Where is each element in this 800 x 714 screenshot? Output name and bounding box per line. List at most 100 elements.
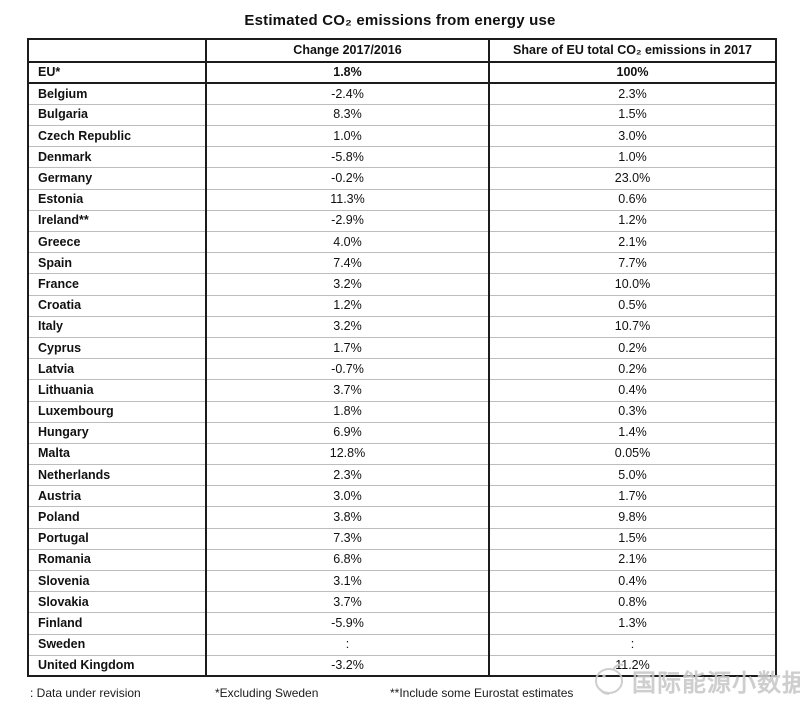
change-cell: 6.9% bbox=[205, 421, 489, 444]
table-row: Slovakia 3.7% 0.8% bbox=[28, 591, 776, 613]
country-cell: Germany bbox=[28, 167, 206, 190]
share-cell: 10.7% bbox=[488, 315, 776, 338]
table-row: Slovenia 3.1% 0.4% bbox=[28, 569, 776, 592]
share-cell: 0.2% bbox=[488, 336, 776, 359]
page-title: Estimated CO₂ emissions from energy use bbox=[244, 12, 556, 29]
change-cell: -0.7% bbox=[205, 358, 489, 380]
country-cell: Malta bbox=[28, 442, 206, 465]
share-cell: 7.7% bbox=[488, 252, 776, 274]
table-body: EU* 1.8% 100% Belgium -2.4% 2.3% Bulgari… bbox=[28, 62, 776, 677]
change-cell: 12.8% bbox=[205, 442, 489, 465]
share-cell: 9.8% bbox=[488, 506, 776, 529]
share-cell: 0.5% bbox=[488, 294, 776, 317]
share-cell: 100% bbox=[488, 62, 776, 85]
table-row: Netherlands 2.3% 5.0% bbox=[28, 464, 776, 486]
country-cell: Denmark bbox=[28, 146, 206, 168]
table-header: Change 2017/2016 Share of EU total CO₂ e… bbox=[28, 39, 776, 63]
country-cell: Belgium bbox=[28, 82, 206, 105]
share-cell: 1.5% bbox=[488, 103, 776, 126]
share-cell: 10.0% bbox=[488, 273, 776, 296]
share-cell: 0.3% bbox=[488, 400, 776, 423]
change-cell: : bbox=[205, 633, 489, 656]
share-cell: 1.3% bbox=[488, 612, 776, 635]
country-cell: EU* bbox=[28, 62, 206, 85]
table-row: Portugal 7.3% 1.5% bbox=[28, 527, 776, 550]
change-cell: -2.9% bbox=[205, 209, 489, 232]
header-share: Share of EU total CO₂ emissions in 2017 bbox=[488, 39, 776, 63]
change-cell: 1.2% bbox=[205, 294, 489, 317]
share-cell: 1.2% bbox=[488, 209, 776, 232]
change-cell: 4.0% bbox=[205, 230, 489, 253]
change-cell: 1.8% bbox=[205, 62, 489, 85]
share-cell: 1.7% bbox=[488, 485, 776, 507]
table-row: Denmark -5.8% 1.0% bbox=[28, 146, 776, 168]
country-cell: Latvia bbox=[28, 358, 206, 380]
country-cell: Croatia bbox=[28, 294, 206, 317]
change-cell: 11.3% bbox=[205, 188, 489, 211]
country-cell: United Kingdom bbox=[28, 654, 206, 677]
country-cell: Italy bbox=[28, 315, 206, 338]
table-row: Romania 6.8% 2.1% bbox=[28, 548, 776, 571]
table-row: Hungary 6.9% 1.4% bbox=[28, 421, 776, 444]
change-cell: 7.3% bbox=[205, 527, 489, 550]
table-row: Germany -0.2% 23.0% bbox=[28, 167, 776, 190]
change-cell: -5.8% bbox=[205, 146, 489, 168]
change-cell: 3.1% bbox=[205, 569, 489, 592]
change-cell: 3.7% bbox=[205, 379, 489, 401]
table-row: Czech Republic 1.0% 3.0% bbox=[28, 125, 776, 147]
country-cell: Slovenia bbox=[28, 569, 206, 592]
share-cell: 0.4% bbox=[488, 569, 776, 592]
country-cell: Austria bbox=[28, 485, 206, 507]
change-cell: 3.2% bbox=[205, 273, 489, 296]
table-row: Ireland** -2.9% 1.2% bbox=[28, 209, 776, 232]
table-row: Luxembourg 1.8% 0.3% bbox=[28, 400, 776, 423]
country-cell: Ireland** bbox=[28, 209, 206, 232]
header-row: Change 2017/2016 Share of EU total CO₂ e… bbox=[28, 39, 776, 63]
change-cell: 1.8% bbox=[205, 400, 489, 423]
country-cell: Czech Republic bbox=[28, 125, 206, 147]
change-cell: 3.8% bbox=[205, 506, 489, 529]
emissions-table: Change 2017/2016 Share of EU total CO₂ e… bbox=[27, 38, 777, 678]
share-cell: 0.6% bbox=[488, 188, 776, 211]
share-cell: 1.5% bbox=[488, 527, 776, 550]
share-cell: 11.2% bbox=[488, 654, 776, 677]
change-cell: 3.7% bbox=[205, 591, 489, 613]
share-cell: 1.4% bbox=[488, 421, 776, 444]
country-cell: Luxembourg bbox=[28, 400, 206, 423]
table-row: Malta 12.8% 0.05% bbox=[28, 442, 776, 465]
change-cell: 7.4% bbox=[205, 252, 489, 274]
country-cell: Estonia bbox=[28, 188, 206, 211]
country-cell: Sweden bbox=[28, 633, 206, 656]
share-cell: 0.2% bbox=[488, 358, 776, 380]
table-row: Croatia 1.2% 0.5% bbox=[28, 294, 776, 317]
share-cell: 2.1% bbox=[488, 230, 776, 253]
country-cell: Portugal bbox=[28, 527, 206, 550]
share-cell: 2.3% bbox=[488, 82, 776, 105]
table-row: France 3.2% 10.0% bbox=[28, 273, 776, 296]
country-cell: Romania bbox=[28, 548, 206, 571]
table-row: Bulgaria 8.3% 1.5% bbox=[28, 103, 776, 126]
share-cell: : bbox=[488, 633, 776, 656]
table-row: Italy 3.2% 10.7% bbox=[28, 315, 776, 338]
country-cell: Netherlands bbox=[28, 464, 206, 486]
footnote-eurostat-estimates: **Include some Eurostat estimates bbox=[390, 686, 574, 700]
table-row: United Kingdom -3.2% 11.2% bbox=[28, 654, 776, 677]
change-cell: 1.7% bbox=[205, 336, 489, 359]
change-cell: 1.0% bbox=[205, 125, 489, 147]
country-cell: Hungary bbox=[28, 421, 206, 444]
country-cell: Greece bbox=[28, 230, 206, 253]
country-cell: Lithuania bbox=[28, 379, 206, 401]
country-cell: Finland bbox=[28, 612, 206, 635]
table-row: Lithuania 3.7% 0.4% bbox=[28, 379, 776, 401]
share-cell: 23.0% bbox=[488, 167, 776, 190]
table-row: EU* 1.8% 100% bbox=[28, 62, 776, 85]
country-cell: Poland bbox=[28, 506, 206, 529]
change-cell: -0.2% bbox=[205, 167, 489, 190]
table-row: Austria 3.0% 1.7% bbox=[28, 485, 776, 507]
table-row: Spain 7.4% 7.7% bbox=[28, 252, 776, 274]
table-row: Sweden : : bbox=[28, 633, 776, 656]
table-row: Greece 4.0% 2.1% bbox=[28, 230, 776, 253]
header-country bbox=[28, 39, 206, 63]
share-cell: 0.4% bbox=[488, 379, 776, 401]
table-row: Latvia -0.7% 0.2% bbox=[28, 358, 776, 380]
